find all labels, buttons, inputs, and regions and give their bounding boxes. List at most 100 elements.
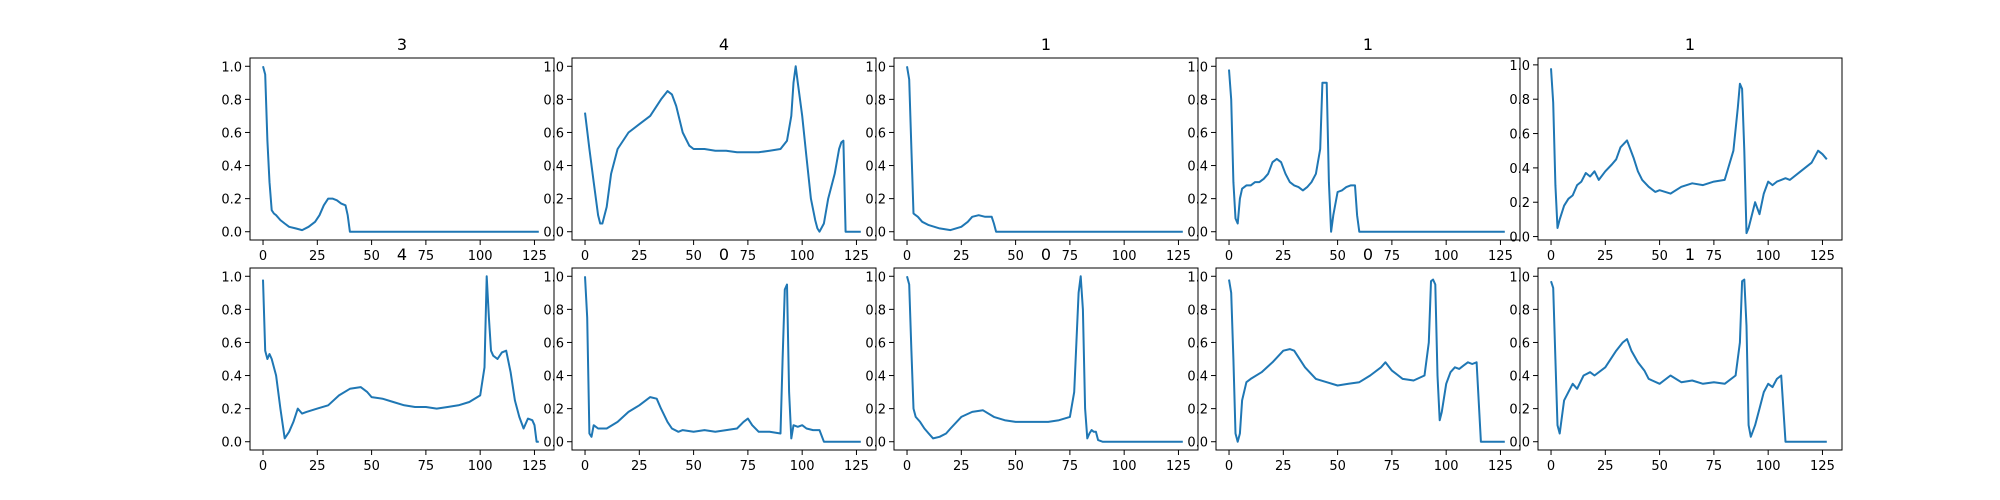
y-tick-label: 0.4 <box>543 160 564 175</box>
series-line <box>262 275 539 443</box>
x-tick-label: 50 <box>1329 249 1346 264</box>
series-line <box>262 66 539 233</box>
y-tick-label: 0.6 <box>543 126 564 141</box>
panel-title: 1 <box>1363 35 1373 54</box>
x-tick-label: 75 <box>1062 249 1079 264</box>
series-line <box>584 276 861 443</box>
y-tick-label: 0.0 <box>221 226 242 241</box>
x-tick-label: 75 <box>1384 249 1401 264</box>
x-tick-label: 50 <box>363 249 380 264</box>
y-tick-label: 0.8 <box>1187 303 1208 318</box>
x-tick-label: 125 <box>522 249 547 264</box>
panel-title: 1 <box>1041 35 1051 54</box>
y-tick-label: 1.0 <box>1187 60 1208 75</box>
y-tick-label: 0.4 <box>543 370 564 385</box>
x-tick-label: 0 <box>1547 249 1555 264</box>
axes-frame <box>893 267 1199 451</box>
panel-title: 4 <box>719 35 729 54</box>
x-tick-label: 25 <box>953 459 970 474</box>
y-tick-label: 0.2 <box>221 403 242 418</box>
y-tick-label: 0.4 <box>221 370 242 385</box>
y-tick-label: 1.0 <box>543 60 564 75</box>
panel-title: 0 <box>1041 245 1051 264</box>
y-tick-label: 0.8 <box>1187 93 1208 108</box>
y-tick-label: 0.2 <box>543 193 564 208</box>
y-tick-label: 0.2 <box>1509 196 1530 211</box>
y-tick-label: 0.4 <box>1187 370 1208 385</box>
x-tick-label: 75 <box>740 459 757 474</box>
panel-title: 0 <box>719 245 729 264</box>
y-tick-label: 0.0 <box>543 226 564 241</box>
x-tick-label: 75 <box>740 249 757 264</box>
x-tick-label: 50 <box>1007 459 1024 474</box>
panel-title: 1 <box>1685 245 1695 264</box>
panel-title: 0 <box>1363 245 1373 264</box>
x-tick-label: 125 <box>844 249 869 264</box>
panel-title: 4 <box>397 245 407 264</box>
y-tick-label: 0.2 <box>221 193 242 208</box>
x-tick-label: 100 <box>1756 249 1781 264</box>
x-tick-label: 25 <box>631 249 648 264</box>
panel-title: 3 <box>397 35 407 54</box>
x-tick-label: 50 <box>1329 459 1346 474</box>
y-tick-label: 1.0 <box>1187 270 1208 285</box>
y-tick-label: 1.0 <box>865 60 886 75</box>
axes-frame <box>1537 267 1843 451</box>
x-tick-label: 100 <box>1434 459 1459 474</box>
y-tick-label: 0.2 <box>865 403 886 418</box>
y-tick-label: 0.2 <box>865 193 886 208</box>
y-tick-label: 0.6 <box>1509 128 1530 143</box>
x-tick-label: 50 <box>1651 249 1668 264</box>
x-tick-label: 0 <box>259 459 267 474</box>
y-tick-label: 0.8 <box>865 303 886 318</box>
y-tick-label: 0.8 <box>543 93 564 108</box>
chart-panel-7: 0 0 25 50 75 100 125 0.0 0.2 0.4 0.6 0.8 1.0 <box>543 245 877 474</box>
y-tick-label: 0.4 <box>865 160 886 175</box>
y-tick-label: 1.0 <box>221 270 242 285</box>
y-tick-label: 1.0 <box>221 60 242 75</box>
x-tick-label: 100 <box>468 249 493 264</box>
y-tick-label: 0.0 <box>221 436 242 451</box>
x-tick-label: 25 <box>1275 249 1292 264</box>
x-tick-label: 75 <box>418 249 435 264</box>
x-tick-label: 50 <box>685 459 702 474</box>
y-tick-label: 0.2 <box>543 403 564 418</box>
x-tick-label: 125 <box>1810 459 1835 474</box>
x-tick-label: 25 <box>1597 459 1614 474</box>
y-tick-label: 0.6 <box>543 336 564 351</box>
y-tick-label: 0.0 <box>1509 231 1530 246</box>
chart-panel-3: 1 0 25 50 75 100 125 0.0 0.2 0.4 0.6 0.8 1.0 <box>865 35 1199 264</box>
x-tick-label: 25 <box>309 249 326 264</box>
x-tick-label: 0 <box>259 249 267 264</box>
y-tick-label: 0.8 <box>1509 93 1530 108</box>
y-tick-label: 0.0 <box>543 436 564 451</box>
y-tick-label: 0.8 <box>1509 303 1530 318</box>
x-tick-label: 50 <box>685 249 702 264</box>
x-tick-label: 125 <box>1166 459 1191 474</box>
y-tick-label: 0.6 <box>221 336 242 351</box>
y-tick-label: 0.8 <box>221 93 242 108</box>
axes-frame <box>1537 57 1843 241</box>
x-tick-label: 0 <box>903 249 911 264</box>
chart-panel-2: 4 0 25 50 75 100 125 0.0 0.2 0.4 0.6 0.8 1.0 <box>543 35 877 264</box>
x-tick-label: 25 <box>953 249 970 264</box>
y-tick-label: 0.6 <box>865 336 886 351</box>
x-tick-label: 25 <box>1597 249 1614 264</box>
x-tick-label: 125 <box>1488 459 1513 474</box>
x-tick-label: 50 <box>1651 459 1668 474</box>
chart-panel-5: 1 0 25 50 75 100 125 0.0 0.2 0.4 0.6 0.8 1.0 <box>1509 35 1843 264</box>
y-tick-label: 0.8 <box>865 93 886 108</box>
x-tick-label: 100 <box>1434 249 1459 264</box>
series-line <box>584 65 861 233</box>
chart-panel-10: 1 0 25 50 75 100 125 0.0 0.2 0.4 0.6 0.8 1.0 <box>1509 245 1843 474</box>
axes-frame <box>249 267 555 451</box>
x-tick-label: 100 <box>468 459 493 474</box>
y-tick-label: 0.0 <box>1187 226 1208 241</box>
x-tick-label: 100 <box>790 249 815 264</box>
series-line <box>1228 278 1505 443</box>
y-tick-label: 0.6 <box>865 126 886 141</box>
x-tick-label: 25 <box>631 459 648 474</box>
x-tick-label: 125 <box>1166 249 1191 264</box>
y-tick-label: 0.6 <box>221 126 242 141</box>
